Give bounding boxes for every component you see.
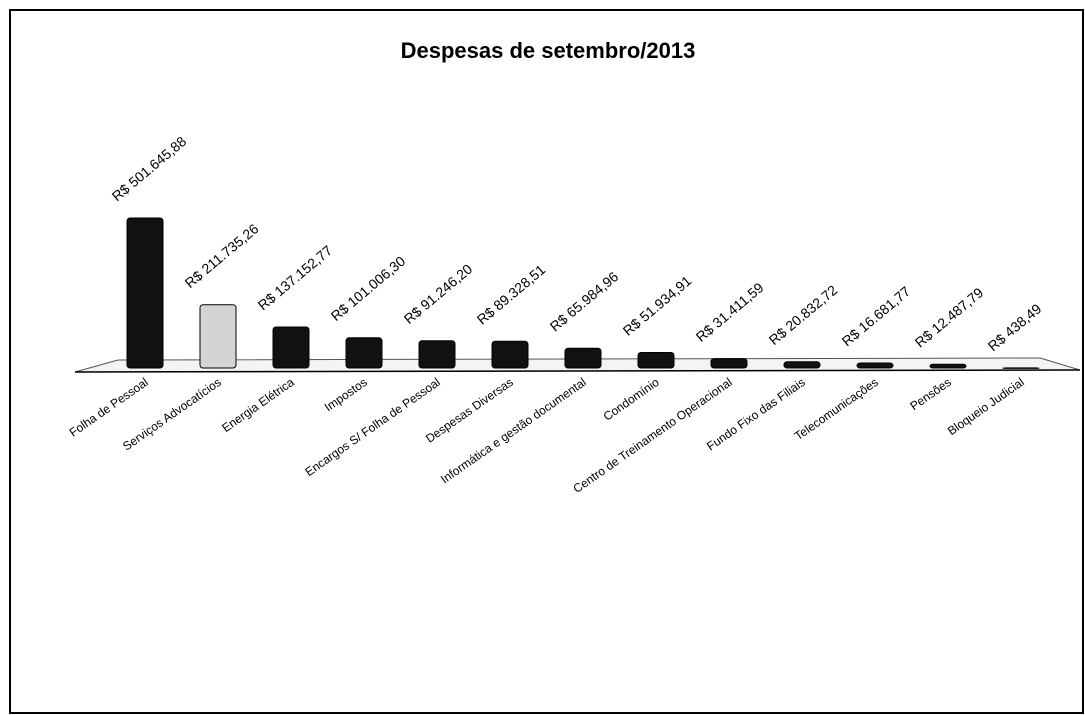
bar — [929, 363, 967, 369]
bar — [199, 304, 237, 369]
bar — [491, 340, 529, 369]
bar — [856, 362, 894, 369]
bar — [564, 347, 602, 369]
bar — [126, 217, 164, 369]
bar — [710, 358, 748, 369]
bar — [1002, 367, 1040, 369]
chart-title: Despesas de setembro/2013 — [401, 38, 696, 63]
bar — [418, 340, 456, 369]
bar — [783, 361, 821, 369]
x-axis — [74, 369, 1081, 373]
bar — [345, 337, 383, 369]
bar — [272, 326, 310, 369]
bar — [637, 351, 675, 369]
